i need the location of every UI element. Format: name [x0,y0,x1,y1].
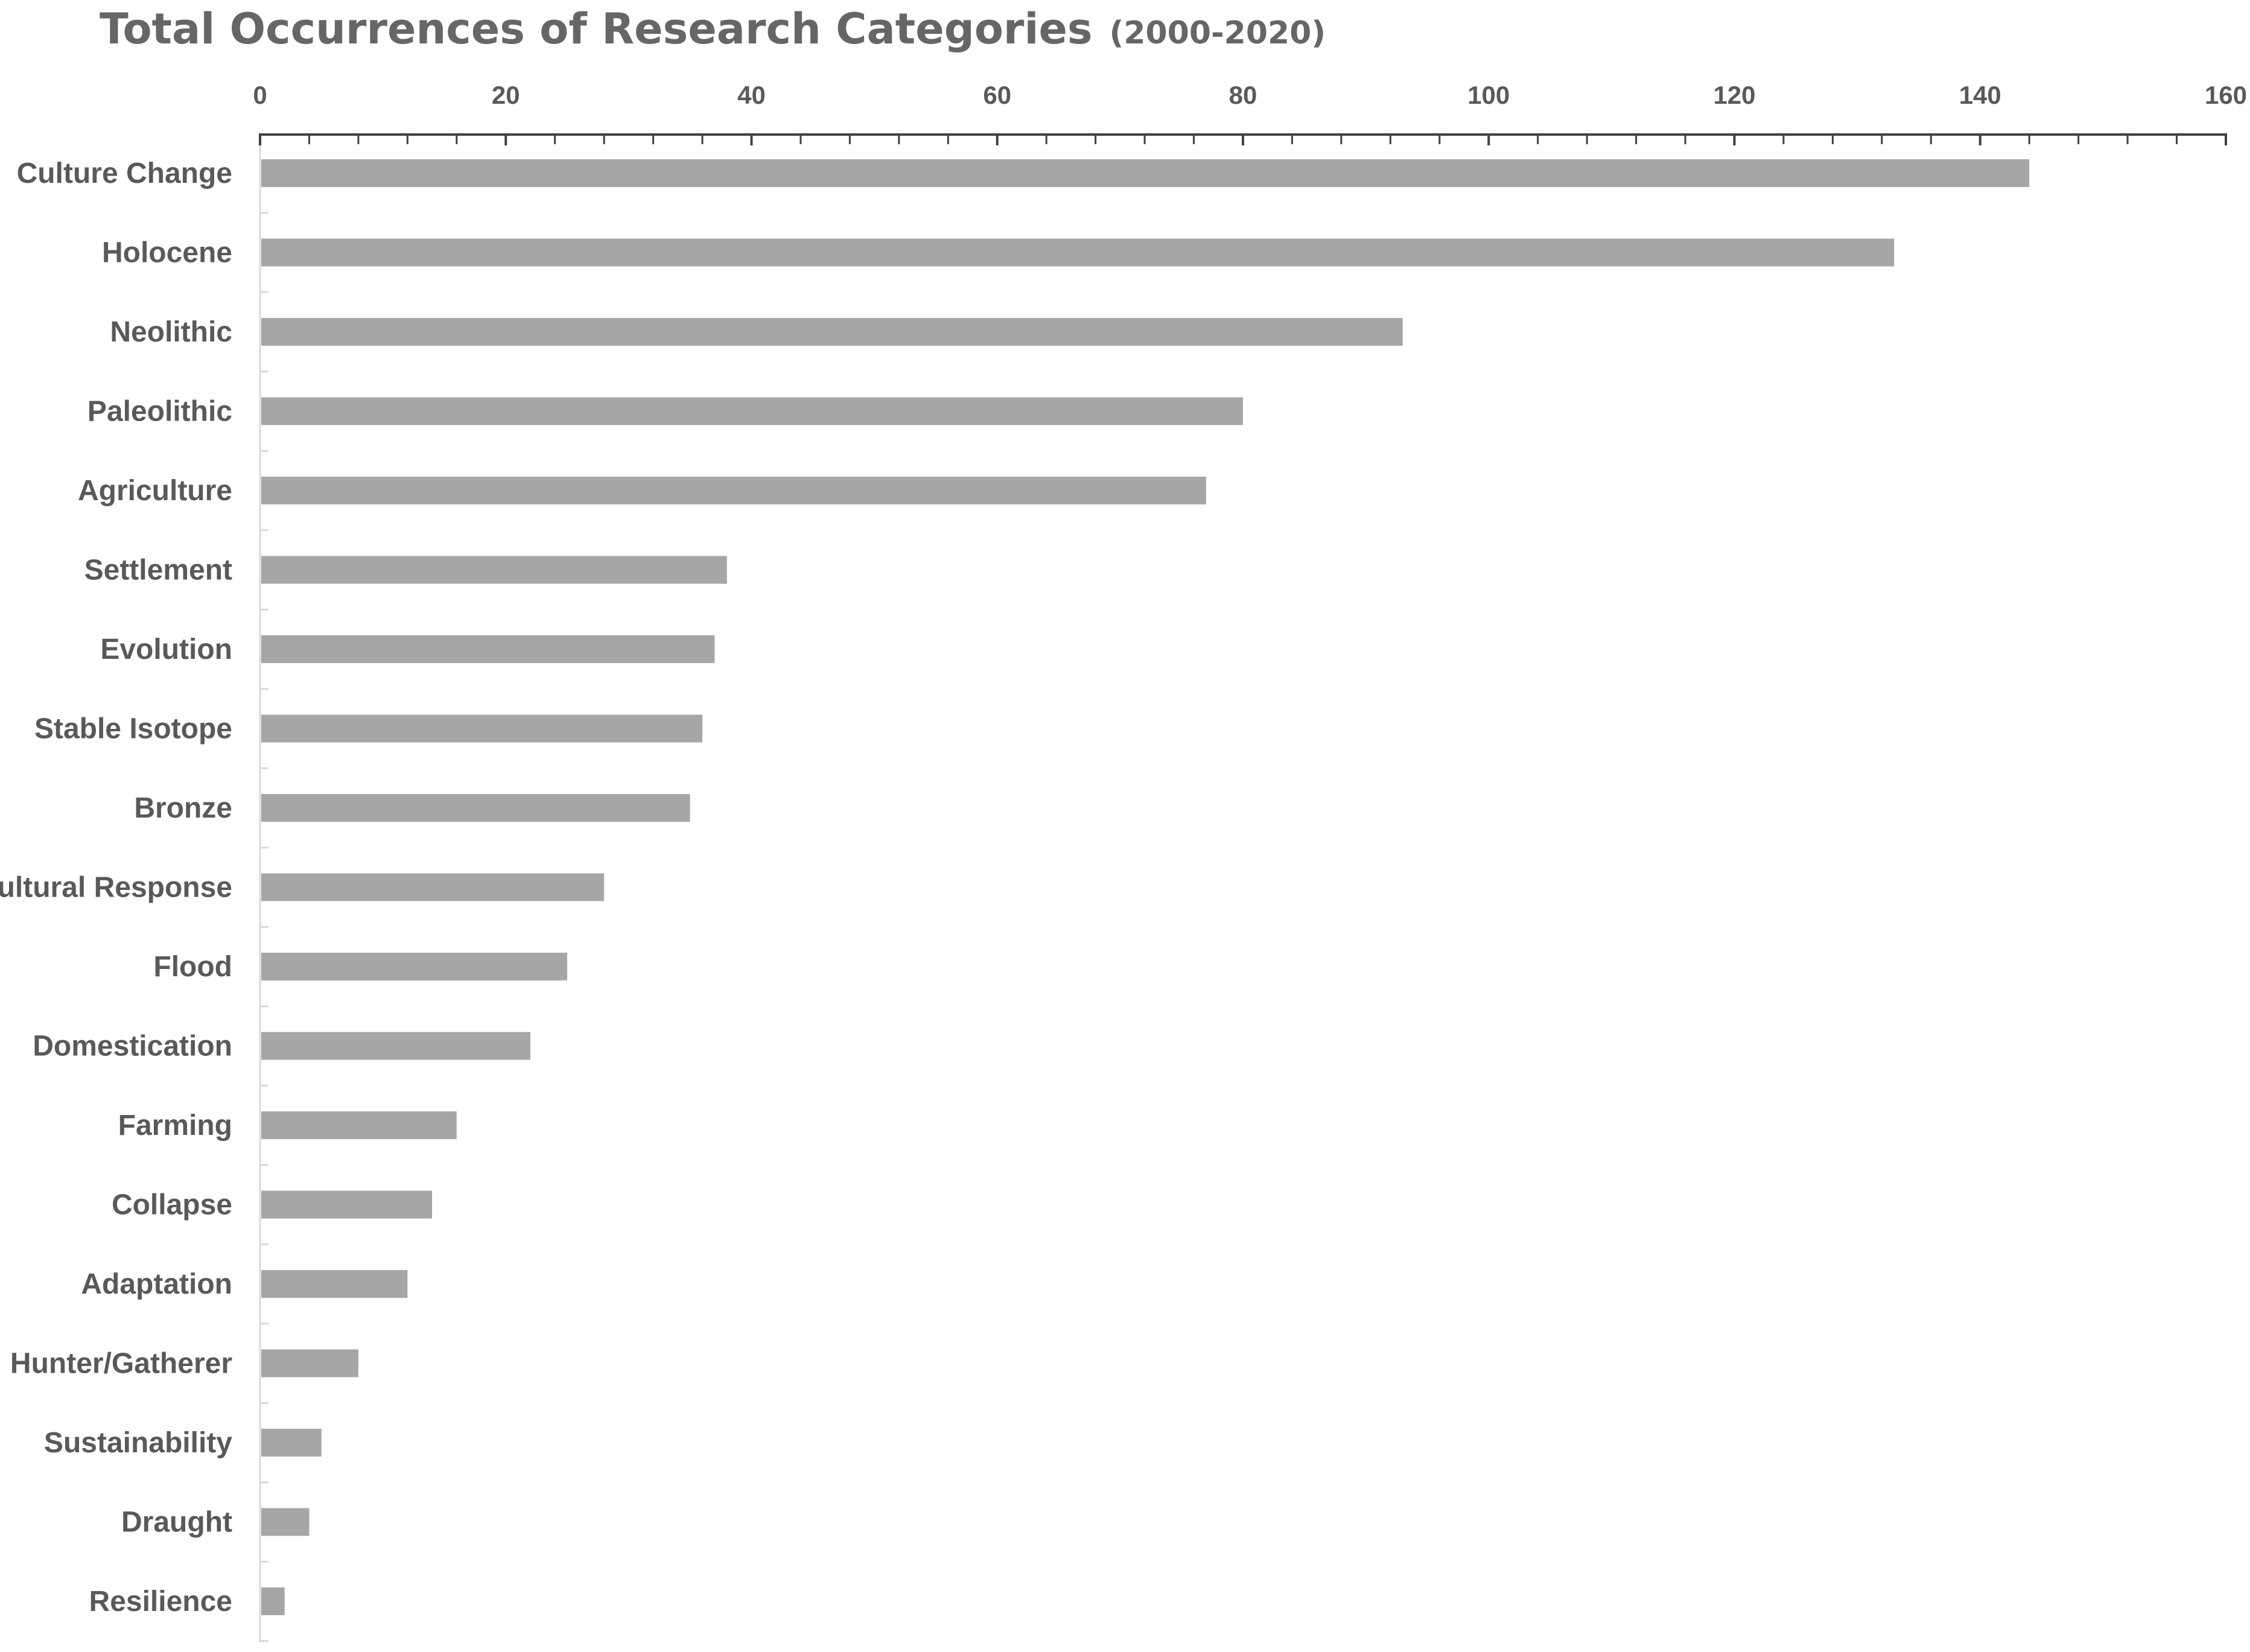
bar [261,635,715,663]
category-label: Sustainability [44,1427,232,1459]
bar [261,1032,530,1060]
category-label: Adaptation [81,1268,232,1300]
bar [261,873,605,901]
bar [261,318,1403,346]
category-label: Resilience [89,1586,232,1618]
category-label: Stable Isotope [34,713,232,745]
category-label: Paleolithic [87,396,232,428]
axis-layer: 0 20 40 60 80 100 120 140 160 [253,81,2247,1642]
bar [261,953,568,980]
category-label: Cultural Response [0,872,232,904]
category-label: Flood [153,951,232,983]
bar [261,1508,310,1536]
bar [261,794,690,822]
x-tick-label: 20 [492,81,520,109]
bar [261,1429,322,1457]
bar [261,1587,285,1615]
category-label: Neolithic [110,316,232,348]
category-label: Farming [118,1110,232,1142]
bar [261,397,1243,425]
category-label: Evolution [100,634,232,666]
x-tick-label: 40 [737,81,766,109]
category-label: Bronze [134,792,232,824]
x-tick-label: 100 [1467,81,1510,109]
category-label: Hunter/Gatherer [10,1348,232,1380]
chart-title-main: Total Occurrences of Research Categories [100,4,1093,54]
x-tick-label: 140 [1959,81,2001,109]
bar [261,238,1895,267]
bar [261,556,727,584]
category-label: Draught [121,1507,232,1539]
bar [261,1349,358,1377]
category-label: Culture Change [17,157,232,189]
bar [261,159,2030,187]
bar [261,1190,433,1219]
chart-title: Total Occurrences of Research Categories… [100,4,1326,54]
chart-title-subtitle: (2000-2020) [1110,15,1326,51]
x-tick-label: 120 [1713,81,1755,109]
bar [261,1270,408,1298]
x-tick-label: 0 [253,81,267,109]
x-tick-label: 60 [983,81,1011,109]
category-labels-layer: Culture Change Holocene Neolithic Paleolith… [0,157,232,1618]
x-tick-label: 80 [1229,81,1257,109]
bar [261,477,1206,504]
category-label: Domestication [33,1031,232,1063]
bar [261,714,703,743]
x-tick-label: 160 [2205,81,2247,109]
bars-layer [261,159,2030,1615]
category-label: Settlement [84,554,232,586]
bar [261,1111,457,1139]
category-label: Holocene [102,237,232,269]
category-label: Collapse [112,1189,232,1221]
category-label: Agriculture [78,475,232,507]
